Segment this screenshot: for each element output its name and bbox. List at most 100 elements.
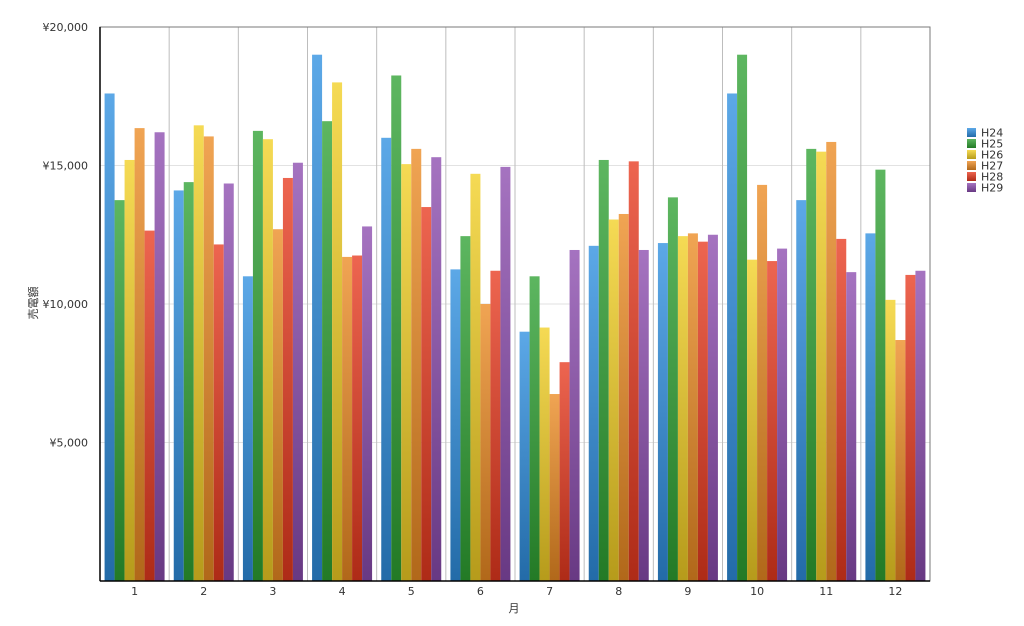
bar-H28-month-6 (490, 270, 501, 581)
bar-H24-month-7 (519, 331, 530, 581)
bar-H28-month-7 (559, 362, 570, 581)
bar-H26-month-9 (677, 236, 688, 581)
bar-H26-month-5 (401, 164, 412, 581)
bar-H29-month-8 (638, 249, 649, 582)
bar-H25-month-5 (391, 75, 402, 581)
bar-H25-month-1 (114, 200, 125, 582)
bar-H28-month-9 (697, 241, 708, 582)
x-tick-label: 8 (615, 585, 622, 598)
bar-H29-month-12 (915, 270, 926, 581)
bar-H26-month-6 (470, 173, 481, 581)
axes (99, 26, 931, 582)
x-tick-label: 9 (684, 585, 691, 598)
bar-H25-month-6 (460, 236, 471, 581)
bar-H26-month-8 (608, 219, 619, 581)
legend-swatch-H27 (967, 161, 976, 170)
bar-H29-month-7 (569, 249, 580, 582)
x-tick-label: 5 (408, 585, 415, 598)
bar-H28-month-3 (282, 177, 293, 581)
y-tick-label: ¥5,000 (50, 437, 89, 450)
bar-H24-month-4 (312, 54, 323, 581)
x-tick-label: 11 (819, 585, 833, 598)
bar-H25-month-11 (806, 148, 817, 581)
bar-H29-month-10 (777, 248, 788, 581)
x-tick-label: 3 (269, 585, 276, 598)
bar-H26-month-7 (539, 327, 550, 581)
x-tick-label: 2 (200, 585, 207, 598)
legend-swatch-H25 (967, 139, 976, 148)
bar-H24-month-9 (657, 243, 668, 581)
bar-H28-month-10 (767, 261, 778, 581)
legend-swatch-H29 (967, 183, 976, 192)
bar-H27-month-5 (411, 148, 422, 581)
bar-H28-month-11 (836, 238, 847, 581)
bar-H25-month-7 (529, 276, 540, 581)
bar-H29-month-3 (292, 162, 303, 582)
bar-H25-month-10 (737, 54, 748, 581)
x-axis-title: 月 (509, 602, 520, 615)
bar-H24-month-5 (381, 137, 392, 582)
legend-label-H24: H24 (981, 127, 1003, 140)
bar-H26-month-11 (816, 151, 827, 581)
bar-H29-month-1 (154, 132, 165, 581)
bar-H28-month-4 (352, 255, 363, 581)
bar-H25-month-8 (598, 159, 609, 581)
legend-label-H26: H26 (981, 149, 1003, 162)
bar-H26-month-10 (747, 259, 758, 581)
bar-H27-month-1 (134, 128, 145, 582)
bar-H27-month-6 (480, 304, 491, 581)
bar-H27-month-12 (895, 340, 906, 581)
bar-H26-month-3 (262, 139, 273, 581)
y-tick-label: ¥10,000 (43, 298, 89, 311)
bar-H25-month-12 (875, 169, 886, 581)
bar-H29-month-2 (223, 183, 234, 581)
bar-H28-month-12 (905, 274, 916, 581)
bar-H26-month-1 (124, 159, 135, 581)
bar-H27-month-3 (272, 229, 283, 581)
bar-H26-month-12 (885, 299, 896, 581)
legend-label-H29: H29 (981, 182, 1003, 195)
legend-label-H28: H28 (981, 171, 1003, 184)
bar-H29-month-6 (500, 166, 511, 581)
bar-H24-month-12 (865, 233, 876, 581)
bar-H27-month-7 (549, 394, 560, 581)
bar-H27-month-11 (826, 141, 837, 581)
x-tick-label: 6 (477, 585, 484, 598)
bar-H27-month-2 (203, 136, 214, 582)
bar-H24-month-11 (796, 200, 807, 582)
bar-H25-month-2 (183, 182, 194, 581)
legend-label-H27: H27 (981, 160, 1003, 173)
bar-H28-month-5 (421, 207, 432, 582)
bar-H29-month-9 (707, 234, 718, 581)
grid-lines (100, 26, 930, 581)
bar-H28-month-2 (213, 244, 224, 581)
y-tick-label: ¥20,000 (43, 21, 89, 34)
bar-H27-month-10 (757, 184, 768, 581)
x-tick-label: 7 (546, 585, 553, 598)
bar-H26-month-2 (193, 125, 204, 581)
x-tick-labels: 1 2 3 4 5 6 7 8 9 10 11 12 (131, 585, 902, 598)
bar-H24-month-2 (173, 190, 184, 581)
bar-H25-month-4 (322, 121, 333, 582)
bar-H27-month-4 (342, 256, 353, 581)
bar-H24-month-10 (727, 93, 738, 581)
bar-H24-month-3 (242, 276, 253, 581)
bar-H29-month-11 (846, 272, 857, 581)
bar-H24-month-1 (104, 93, 115, 581)
bar-H29-month-5 (431, 157, 442, 581)
bar-marks (104, 54, 926, 582)
bar-H26-month-4 (332, 82, 343, 582)
bar-H25-month-9 (667, 197, 678, 582)
y-tick-label: ¥15,000 (43, 160, 89, 173)
bar-H24-month-6 (450, 269, 461, 582)
legend-swatch-H24 (967, 128, 976, 137)
x-tick-label: 10 (750, 585, 764, 598)
bar-H27-month-9 (687, 233, 698, 581)
y-axis-title: 売電額 (27, 287, 40, 320)
legend-label-H25: H25 (981, 138, 1003, 151)
y-tick-labels: ¥5,000 ¥10,000 ¥15,000 ¥20,000 (43, 21, 89, 450)
x-tick-label: 1 (131, 585, 138, 598)
bar-H24-month-8 (588, 245, 599, 581)
x-tick-label: 4 (339, 585, 346, 598)
